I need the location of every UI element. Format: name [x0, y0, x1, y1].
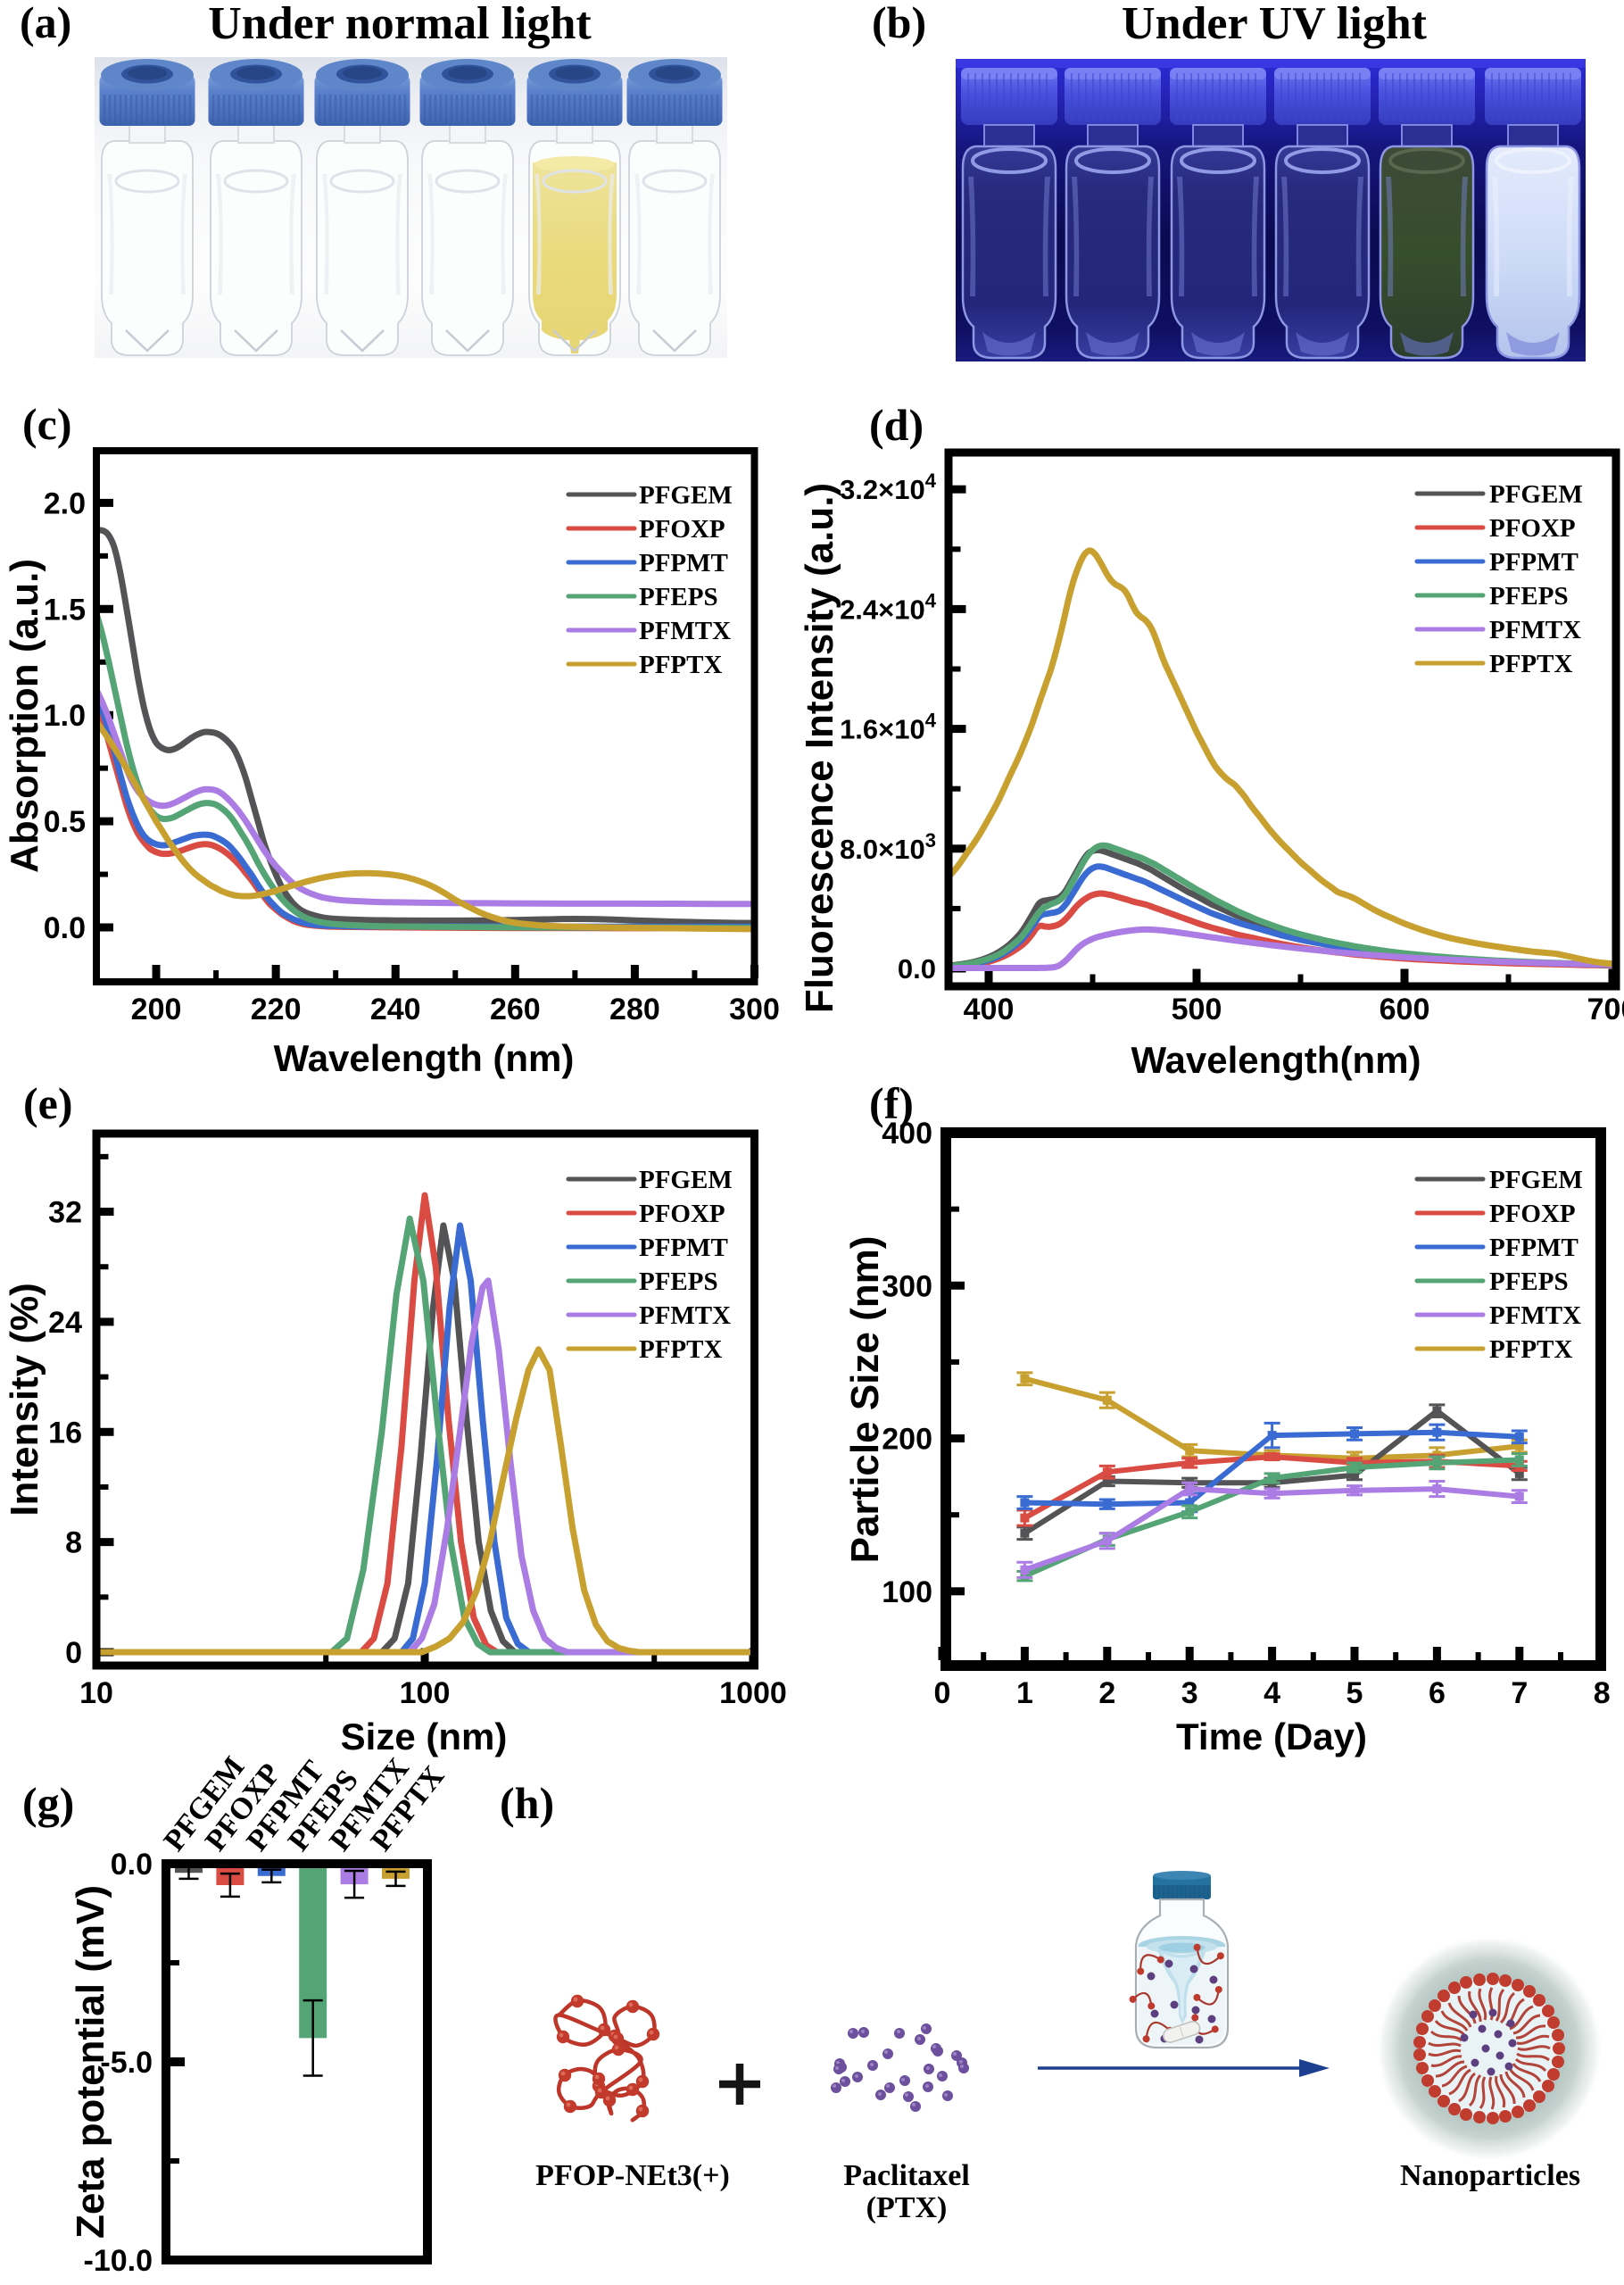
svg-text:(PTX): (PTX) [866, 2191, 948, 2224]
svg-text:PFOXP: PFOXP [1489, 1200, 1576, 1228]
svg-text:24: 24 [48, 1306, 82, 1340]
svg-text:PFMTX: PFMTX [639, 617, 731, 645]
svg-text:100: 100 [400, 1676, 451, 1710]
svg-text:100: 100 [882, 1575, 932, 1609]
svg-text:0.0: 0.0 [898, 953, 936, 985]
svg-text:400: 400 [964, 993, 1015, 1026]
svg-text:PFPTX: PFPTX [1489, 650, 1572, 678]
svg-text:1.5: 1.5 [44, 593, 86, 627]
svg-text:1: 1 [1016, 1676, 1033, 1710]
svg-text:Zeta potential (mV): Zeta potential (mV) [69, 1885, 112, 2239]
svg-text:PFMTX: PFMTX [1489, 616, 1581, 644]
svg-text:8.0×103: 8.0×103 [840, 829, 936, 865]
svg-text:PFPTX: PFPTX [639, 1335, 722, 1364]
svg-text:200: 200 [131, 993, 182, 1026]
svg-text:PFPTX: PFPTX [639, 651, 722, 679]
svg-text:PFGEM: PFGEM [639, 1166, 733, 1194]
svg-text:PFGEM: PFGEM [1489, 480, 1583, 509]
svg-text:PFPMT: PFPMT [639, 1234, 728, 1262]
svg-text:PFGEM: PFGEM [639, 481, 733, 510]
svg-text:Time (Day): Time (Day) [1176, 1716, 1367, 1757]
svg-text:0: 0 [65, 1636, 82, 1670]
svg-text:PFOXP: PFOXP [639, 1200, 725, 1228]
svg-text:3.2×104: 3.2×104 [840, 469, 937, 505]
svg-text:(f): (f) [869, 1078, 914, 1128]
svg-text:-10.0: -10.0 [84, 2244, 153, 2278]
svg-text:3: 3 [1181, 1676, 1198, 1710]
svg-text:6: 6 [1429, 1676, 1446, 1710]
svg-text:8: 8 [65, 1526, 82, 1560]
svg-text:-5.0: -5.0 [100, 2046, 153, 2080]
svg-text:PFPMT: PFPMT [639, 549, 728, 577]
svg-text:PFPMT: PFPMT [1489, 548, 1578, 577]
svg-text:Nanoparticles: Nanoparticles [1400, 2159, 1580, 2192]
svg-text:PFPMT: PFPMT [1489, 1234, 1578, 1262]
svg-text:Paclitaxel: Paclitaxel [843, 2159, 970, 2192]
svg-text:1.0: 1.0 [44, 699, 86, 733]
svg-text:Particle Size (nm): Particle Size (nm) [843, 1236, 887, 1564]
svg-text:PFMTX: PFMTX [1489, 1301, 1581, 1330]
svg-text:2: 2 [1098, 1676, 1115, 1710]
svg-text:(a): (a) [20, 0, 71, 47]
svg-text:0.0: 0.0 [44, 911, 86, 945]
svg-text:Wavelength (nm): Wavelength (nm) [274, 1037, 575, 1079]
svg-text:280: 280 [609, 993, 660, 1026]
svg-text:2.0: 2.0 [44, 486, 86, 520]
svg-text:1000: 1000 [719, 1676, 787, 1710]
svg-text:16: 16 [48, 1416, 82, 1450]
svg-text:0.0: 0.0 [111, 1848, 153, 1882]
svg-text:4: 4 [1264, 1676, 1280, 1710]
svg-text:2.4×104: 2.4×104 [840, 589, 937, 625]
svg-text:8: 8 [1594, 1676, 1611, 1710]
svg-text:400: 400 [882, 1117, 932, 1151]
svg-text:300: 300 [882, 1269, 932, 1303]
svg-text:PFGEM: PFGEM [1489, 1166, 1583, 1194]
svg-text:PFMTX: PFMTX [639, 1301, 731, 1330]
svg-text:(h): (h) [500, 1778, 554, 1828]
svg-text:PFEPS: PFEPS [639, 1267, 718, 1296]
svg-text:1.6×104: 1.6×104 [840, 710, 937, 745]
svg-text:(e): (e) [23, 1078, 73, 1128]
svg-text:600: 600 [1380, 993, 1430, 1026]
svg-text:10: 10 [79, 1676, 113, 1710]
svg-text:PFOXP: PFOXP [1489, 514, 1576, 543]
svg-text:300: 300 [729, 993, 780, 1026]
svg-text:PFPTX: PFPTX [1489, 1335, 1572, 1364]
svg-text:Under normal light: Under normal light [208, 0, 592, 49]
svg-text:240: 240 [370, 993, 421, 1026]
svg-text:Wavelength(nm): Wavelength(nm) [1131, 1039, 1421, 1081]
svg-text:700: 700 [1587, 993, 1624, 1026]
svg-text:(d): (d) [869, 400, 924, 450]
svg-text:Intensity (%): Intensity (%) [3, 1283, 46, 1516]
svg-text:Size (nm): Size (nm) [341, 1716, 508, 1757]
svg-text:PFOXP: PFOXP [639, 515, 725, 544]
svg-text:32: 32 [48, 1196, 82, 1230]
svg-text:PFEPS: PFEPS [1489, 582, 1569, 611]
svg-text:Under UV light: Under UV light [1122, 0, 1428, 49]
svg-text:(b): (b) [872, 0, 926, 47]
svg-text:220: 220 [251, 993, 302, 1026]
svg-text:PFEPS: PFEPS [639, 583, 718, 611]
svg-text:500: 500 [1172, 993, 1222, 1026]
svg-text:PFEPS: PFEPS [1489, 1267, 1569, 1296]
svg-text:200: 200 [882, 1423, 932, 1457]
svg-text:7: 7 [1511, 1676, 1528, 1710]
svg-text:(g): (g) [22, 1778, 74, 1828]
svg-text:0: 0 [934, 1676, 951, 1710]
svg-text:0.5: 0.5 [44, 805, 86, 839]
svg-text:260: 260 [490, 993, 541, 1026]
svg-text:5: 5 [1346, 1676, 1363, 1710]
svg-text:Fluorescence Intensity (a.u.): Fluorescence Intensity (a.u.) [798, 483, 841, 1013]
svg-text:PFOP-NEt3(+): PFOP-NEt3(+) [535, 2159, 730, 2192]
svg-text:(c): (c) [22, 399, 72, 449]
svg-text:Absorption (a.u.): Absorption (a.u.) [3, 559, 46, 873]
